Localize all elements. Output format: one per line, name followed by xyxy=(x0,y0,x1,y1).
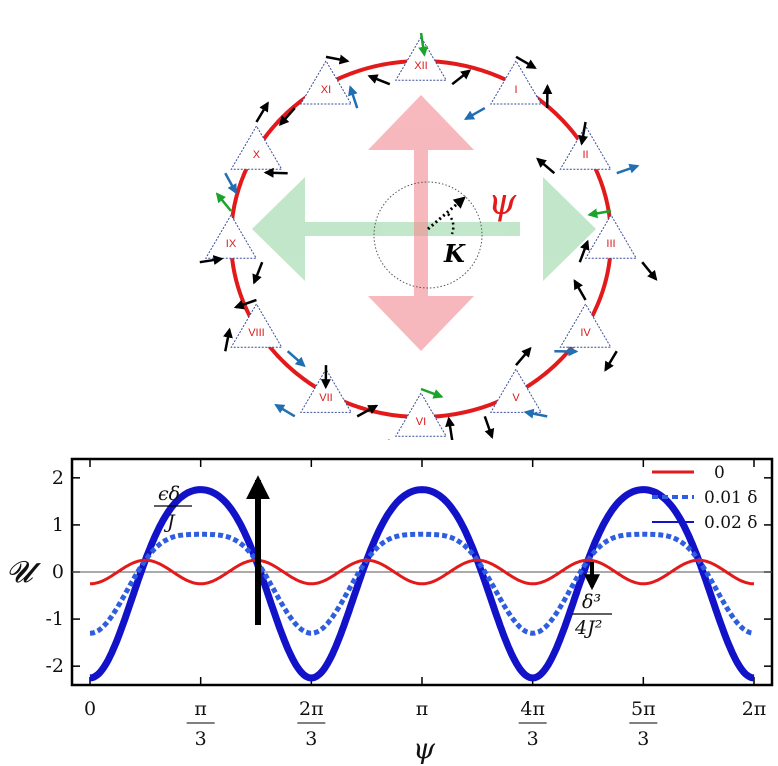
triangle-label: VI xyxy=(416,416,426,428)
triangle-iv: IV xyxy=(554,279,618,372)
spin-arrow xyxy=(278,107,296,127)
spin-arrow xyxy=(483,415,495,440)
triangle-xi: XI xyxy=(278,54,359,127)
y-tick-label: 0 xyxy=(52,561,64,583)
x-tick-numerator: 5π xyxy=(631,698,656,720)
legend-label-2: 0.02 δ xyxy=(704,513,758,533)
spin-arrow xyxy=(356,404,379,418)
triangle-label: III xyxy=(606,238,615,250)
spin-arrow xyxy=(367,74,391,86)
x-tick-numerator: π xyxy=(194,698,207,720)
spin-arrow xyxy=(641,261,658,281)
tick-layer: -2 -1 0 1 2 0 π 3 2π 3 π 4π 3 5π 3 2π xyxy=(45,459,772,750)
spin-arrow xyxy=(578,239,590,263)
x-axis-label: ψ xyxy=(413,732,436,765)
series-line-1 xyxy=(89,531,755,636)
x-tick-numerator: 2π xyxy=(299,698,324,720)
spin-arrow xyxy=(418,32,429,57)
spin-arrow xyxy=(224,172,237,195)
x-tick-numerator: 0 xyxy=(84,698,96,720)
angle-arc xyxy=(447,213,455,235)
x-tick-denominator: 3 xyxy=(305,728,317,750)
k-symbol: K xyxy=(443,239,466,268)
up-arrow-denominator: J xyxy=(163,511,176,533)
triangle-ii: II xyxy=(536,121,640,175)
energy-chart: -2 -1 0 1 2 0 π 3 2π 3 π 4π 3 5π 3 2π ϵδ J δ³ 4J² 𝓤 ψ 0… xyxy=(6,457,774,765)
horizontal-double-arrow xyxy=(252,177,596,281)
triangle-label: VII xyxy=(319,392,332,404)
psi-symbol: ψ xyxy=(488,182,517,223)
spin-arrow xyxy=(616,163,640,175)
spin-arrow xyxy=(515,55,537,69)
triangle-vi: VI xyxy=(388,387,455,440)
legend-label-1: 0.01 δ xyxy=(704,488,758,508)
triangle-label: II xyxy=(582,149,588,161)
spin-arrow xyxy=(587,208,612,219)
spin-arrow xyxy=(573,279,587,301)
y-tick-label: -2 xyxy=(45,655,64,677)
spin-arrow xyxy=(515,346,532,366)
spin-arrow xyxy=(215,192,232,212)
down-arrow-numerator: δ³ xyxy=(582,591,601,613)
spin-arrow xyxy=(578,121,589,146)
center-circle xyxy=(373,181,483,289)
triangle-label: I xyxy=(514,84,517,96)
triangle-label: IV xyxy=(580,327,591,339)
spin-arrow xyxy=(523,408,548,419)
spin-arrow xyxy=(604,350,618,372)
spin-arrow xyxy=(325,54,350,65)
y-tick-label: -1 xyxy=(45,608,64,630)
triangle-iii: III xyxy=(578,208,658,281)
spin-arrow xyxy=(263,167,288,178)
x-tick-numerator: π xyxy=(416,698,429,720)
legend-label-0: 0 xyxy=(714,463,725,483)
triangle-v: V xyxy=(483,346,548,440)
down-arrow-denominator: 4J² xyxy=(574,617,602,639)
spin-arrow xyxy=(536,157,556,175)
y-tick-label: 2 xyxy=(52,467,64,489)
triangle-x: X xyxy=(224,101,288,195)
triangle-ix: IX xyxy=(199,192,264,285)
y-axis-label: 𝓤 xyxy=(6,555,42,590)
triangle-label: IX xyxy=(226,238,237,250)
triangle-viii: VIII xyxy=(223,298,306,368)
legend: 0 0.01 δ 0.02 δ xyxy=(652,463,758,533)
triangle-label: X xyxy=(253,149,261,161)
spin-arrow xyxy=(223,327,233,352)
curve-layer xyxy=(89,486,755,682)
triangle-vii: VII xyxy=(274,365,379,418)
spin-arrow xyxy=(451,69,472,86)
x-tick-denominator: 3 xyxy=(195,728,207,750)
x-tick-denominator: 3 xyxy=(637,728,649,750)
triangle-i: I xyxy=(463,55,553,121)
spin-arrow xyxy=(199,255,224,265)
series-line-2 xyxy=(89,486,755,682)
spin-arrow xyxy=(286,350,306,368)
spin-arrow xyxy=(252,261,264,285)
series-line-0 xyxy=(89,558,755,586)
triangle-label: V xyxy=(512,392,520,404)
spin-arrow xyxy=(348,85,359,109)
spin-arrow xyxy=(255,101,269,123)
y-tick-label: 1 xyxy=(52,514,64,536)
triangle-xii: XII xyxy=(367,32,472,86)
triangle-label: VIII xyxy=(248,327,265,339)
spin-arrow xyxy=(420,387,444,399)
vertical-double-arrow xyxy=(368,95,474,351)
triangle-label: XII xyxy=(414,60,427,72)
spin-arrow xyxy=(463,106,486,121)
up-arrow-numerator: ϵδ xyxy=(158,483,180,505)
x-tick-numerator: 4π xyxy=(520,698,545,720)
x-tick-numerator: 2π xyxy=(742,698,767,720)
spin-arrow xyxy=(274,403,296,418)
triangle-label: XI xyxy=(321,84,331,96)
spin-arrow xyxy=(445,416,455,440)
x-tick-denominator: 3 xyxy=(527,728,539,750)
spin-arrow xyxy=(233,298,257,310)
